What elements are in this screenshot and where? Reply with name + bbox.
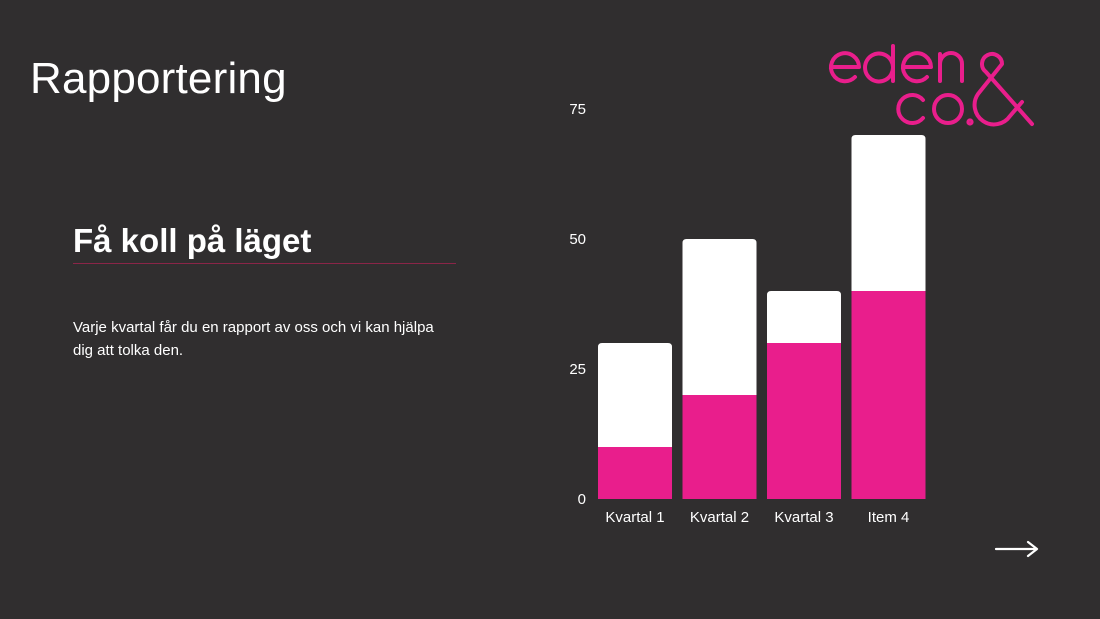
y-tick-label: 50 (569, 231, 586, 248)
x-tick-label: Kvartal 3 (774, 509, 833, 526)
stacked-bar-chart: 0 25 50 75 Kvartal 1 Kvartal 2 Kvartal 3 Item … (569, 101, 926, 526)
body-text: Varje kvartal får du en rapport av oss o… (73, 319, 434, 359)
page-title: Rapportering (30, 54, 287, 103)
bar-segment-2 (598, 343, 672, 447)
arrow-right-icon[interactable] (994, 538, 1042, 560)
heading-divider (73, 263, 456, 264)
section-heading: Få koll på läget (73, 222, 312, 259)
bar-segment-1 (598, 447, 672, 499)
x-tick-label: Kvartal 2 (690, 509, 749, 526)
y-axis-labels: 0 25 50 75 (569, 101, 586, 508)
brand-logo (829, 44, 1034, 127)
y-tick-label: 0 (578, 491, 586, 508)
bar-segment-1 (851, 291, 926, 499)
logo-wordmark-eden (829, 44, 964, 84)
y-tick-label: 25 (569, 361, 586, 378)
logo-ampersand (972, 52, 1034, 127)
bar-segment-2 (682, 239, 757, 395)
x-tick-label: Item 4 (868, 509, 910, 526)
bar-segment-1 (682, 395, 757, 499)
bar-segment-1 (767, 343, 841, 499)
y-tick-label: 75 (569, 101, 586, 118)
bar-segment-2 (767, 291, 841, 343)
logo-wordmark-co (896, 93, 974, 126)
bar-segment-2 (851, 135, 926, 291)
x-tick-label: Kvartal 1 (605, 509, 664, 526)
x-axis-labels: Kvartal 1 Kvartal 2 Kvartal 3 Item 4 (605, 509, 909, 526)
chart-bars (598, 135, 926, 499)
